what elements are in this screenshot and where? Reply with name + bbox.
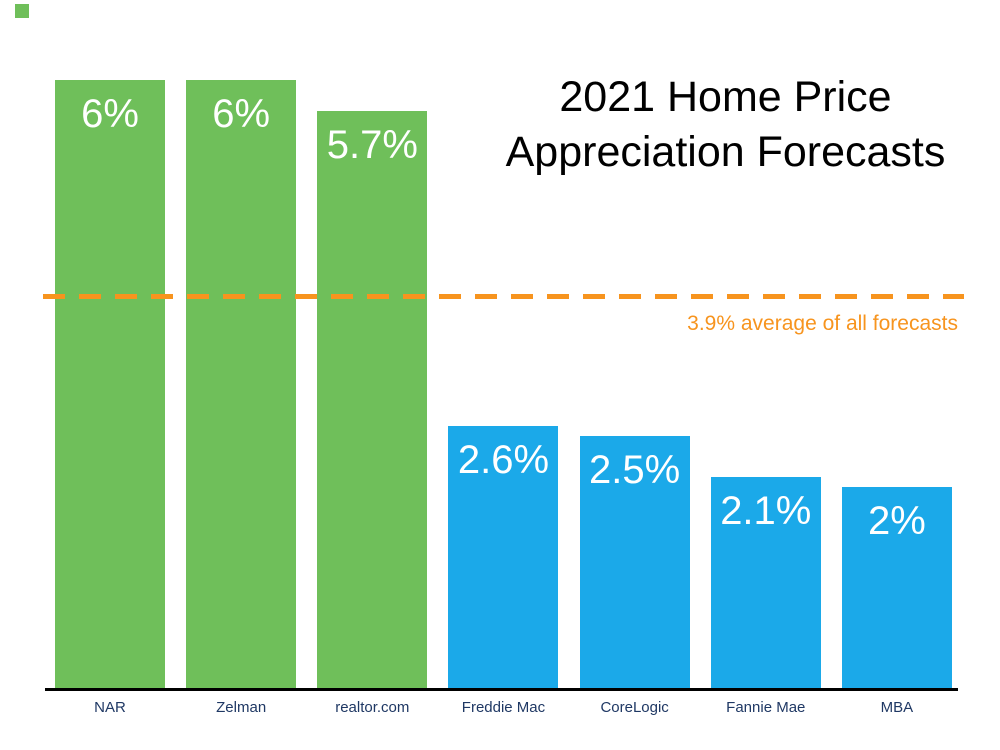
corner-brand-mark xyxy=(15,4,29,18)
bar-slot-realtor-com: 5.7% xyxy=(317,80,428,690)
category-label-freddie-mac: Freddie Mac xyxy=(461,699,546,716)
bar-freddie-mac: 2.6% xyxy=(448,425,559,690)
average-line xyxy=(43,293,964,299)
bar-realtor-com: 5.7% xyxy=(317,110,428,690)
category-label-nar: NAR xyxy=(94,699,126,716)
category-label-realtor-com: realtor.com xyxy=(335,699,410,716)
chart-title-line1: 2021 Home Price xyxy=(559,73,892,121)
chart-title: 2021 Home Price Appreciation Forecasts xyxy=(468,70,983,180)
chart-title-line2: Appreciation Forecasts xyxy=(505,128,946,177)
bar-slot-fannie-mae: 2.1% xyxy=(710,80,821,690)
bar-mba: 2% xyxy=(841,486,952,690)
bar-slot-zelman: 6% xyxy=(186,80,297,690)
bar-value-label-realtor-com: 5.7% xyxy=(326,122,418,167)
bar-value-label-fannie-mae: 2.1% xyxy=(720,488,812,533)
bar-value-label-nar: 6% xyxy=(81,92,139,136)
category-labels: NAR Zelman realtor.com Freddie Mac CoreLogic… xyxy=(55,699,952,716)
bar-nar: 6% xyxy=(55,80,165,690)
x-axis-baseline xyxy=(45,688,958,691)
bar-slot-corelogic: 2.5% xyxy=(579,80,690,690)
bars: 6% 6% 5.7% 2.6% 2.5% 2.1% 2% xyxy=(55,80,952,690)
bar-value-label-zelman: 6% xyxy=(212,92,271,136)
bar-value-label-corelogic: 2.5% xyxy=(589,447,681,492)
bar-fannie-mae: 2.1% xyxy=(710,476,821,690)
bar-slot-freddie-mac: 2.6% xyxy=(448,80,559,690)
category-label-mba: MBA xyxy=(880,699,914,716)
bar-corelogic: 2.5% xyxy=(579,435,690,690)
plot-area: 6% 6% 5.7% 2.6% 2.5% 2.1% 2% 3.9% average of a… xyxy=(43,80,964,690)
bar-zelman: 6% xyxy=(186,80,297,690)
bar-slot-nar: 6% xyxy=(55,80,165,690)
category-label-corelogic: CoreLogic xyxy=(600,699,669,716)
bar-value-label-mba: 2% xyxy=(868,498,926,543)
bar-value-label-freddie-mac: 2.6% xyxy=(457,437,550,482)
category-label-fannie-mae: Fannie Mae xyxy=(726,699,806,716)
bar-slot-mba: 2% xyxy=(841,80,952,690)
average-line-label: 3.9% average of all forecasts xyxy=(687,311,958,335)
category-label-zelman: Zelman xyxy=(216,699,267,716)
